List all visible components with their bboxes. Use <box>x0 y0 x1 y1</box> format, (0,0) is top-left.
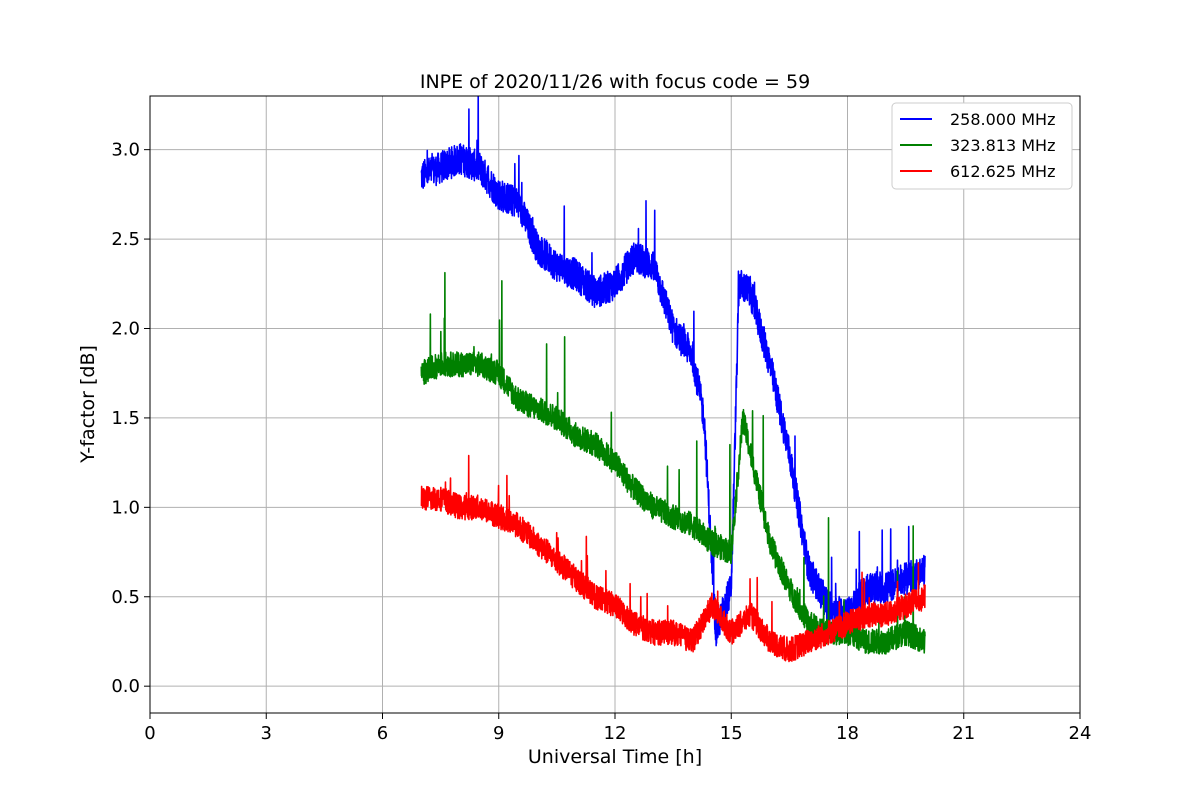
legend-label: 612.625 MHz <box>950 162 1055 181</box>
x-tick-label: 6 <box>377 723 388 744</box>
legend: 258.000 MHz 323.813 MHz 612.625 MHz <box>891 102 1073 190</box>
series-layer <box>420 96 926 663</box>
series-line <box>420 454 926 663</box>
x-tick-label: 18 <box>836 723 859 744</box>
x-tick-label: 12 <box>604 723 627 744</box>
legend-label: 258.000 MHz <box>950 110 1055 129</box>
x-tick-label: 0 <box>144 723 155 744</box>
x-tick-label: 15 <box>720 723 743 744</box>
x-tick-label: 21 <box>952 723 975 744</box>
y-tick-label: 1.0 <box>111 497 140 518</box>
y-tick-label: 3.0 <box>111 140 140 161</box>
x-tick-label: 3 <box>261 723 272 744</box>
y-tick-label: 1.5 <box>111 408 140 429</box>
y-tick-label: 0.5 <box>111 587 140 608</box>
series-line <box>420 96 926 647</box>
x-axis-label: Universal Time [h] <box>528 746 702 768</box>
x-tick-label: 9 <box>493 723 504 744</box>
chart-title: INPE of 2020/11/26 with focus code = 59 <box>420 71 810 93</box>
y-tick-label: 2.5 <box>111 229 140 250</box>
legend-label: 323.813 MHz <box>950 136 1055 155</box>
y-tick-label: 2.0 <box>111 318 140 339</box>
legend-box <box>891 102 1073 190</box>
y-axis-label: Y-factor [dB] <box>77 345 99 464</box>
x-tick-label: 24 <box>1069 723 1092 744</box>
plot-area: 0 3 6 9 12 15 18 21 24 0.0 0.5 1.0 1.5 2.0 2.5 3.0 <box>111 95 1091 744</box>
tick-layer: 0 3 6 9 12 15 18 21 24 0.0 0.5 1.0 1.5 2.0 2.5 3.0 <box>111 140 1091 744</box>
y-tick-label: 0.0 <box>111 676 140 697</box>
